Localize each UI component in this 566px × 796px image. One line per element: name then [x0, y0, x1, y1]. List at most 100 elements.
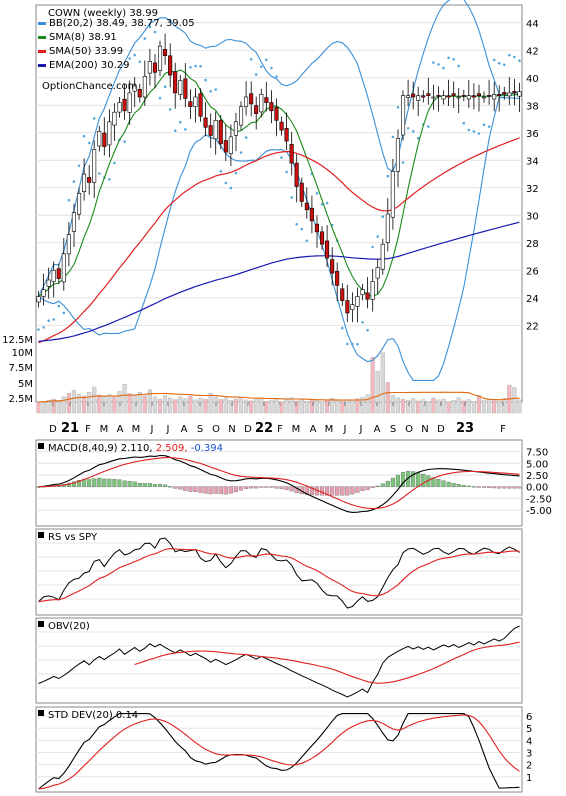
sar-dot	[452, 58, 456, 61]
macd-histogram-bar	[512, 486, 517, 489]
volume-bar	[314, 400, 319, 414]
sar-dot	[467, 128, 471, 132]
x-tick-label: F	[85, 424, 91, 435]
sar-dot	[143, 37, 147, 40]
candle-body	[208, 125, 213, 136]
macd-histogram-bar	[395, 474, 400, 487]
sar-dot	[503, 63, 506, 67]
price-tick-label: 38	[526, 101, 539, 112]
volume-tick-label: 10M	[12, 348, 33, 359]
candle-body	[82, 173, 87, 193]
obv-average-line	[134, 641, 520, 684]
candle-body	[446, 95, 451, 98]
candle-body	[142, 76, 147, 98]
volume-bar	[299, 398, 304, 414]
x-tick-label: D	[437, 424, 445, 435]
candle-body	[71, 212, 76, 232]
x-tick-label: 22	[255, 421, 273, 436]
macd-histogram-bar	[466, 485, 471, 487]
macd-tick-label: 2.50	[526, 471, 548, 482]
volume-bar	[289, 397, 294, 414]
candle-body	[431, 96, 436, 99]
legend-swatch	[38, 621, 44, 627]
volume-bar	[61, 396, 66, 414]
volume-bar	[193, 399, 198, 414]
volume-bar	[274, 398, 279, 414]
macd-histogram-bar	[157, 483, 163, 487]
candle-body	[289, 144, 294, 164]
volume-bar	[269, 400, 274, 414]
sar-dot	[254, 73, 258, 76]
candle-body	[517, 91, 522, 97]
volume-bar	[441, 398, 446, 414]
sar-dot	[305, 239, 309, 243]
price-tick-label: 40	[526, 74, 539, 85]
volume-bar	[375, 370, 380, 414]
macd-histogram-bar	[107, 478, 112, 487]
volume-bar	[466, 399, 471, 414]
volume-bar	[122, 384, 127, 414]
volume-bar	[426, 401, 431, 414]
macd-histogram-bar	[390, 477, 395, 487]
sar-dot	[442, 66, 445, 70]
sar-dot	[391, 135, 395, 139]
x-tick-label: A	[310, 424, 317, 435]
macd-histogram-bar	[502, 486, 507, 489]
volume-bar	[461, 400, 466, 414]
x-tick-label: A	[117, 424, 124, 435]
sar-dot	[239, 151, 243, 154]
stddev-tick-label: 3	[526, 749, 532, 760]
sar-dot	[204, 78, 207, 82]
candle-body	[355, 296, 360, 307]
macd-histogram-bar	[233, 486, 238, 493]
volume-bar	[517, 399, 522, 414]
candle-body	[456, 96, 461, 99]
macd-histogram-bar	[350, 486, 355, 495]
candle-body	[56, 268, 61, 279]
macd-histogram-bar	[416, 472, 421, 487]
macd-histogram-bar	[198, 486, 203, 493]
sar-dot	[497, 62, 501, 65]
x-tick-label: O	[212, 424, 220, 435]
volume-bar	[370, 357, 375, 414]
sar-dot	[381, 215, 385, 218]
sar-dot	[487, 125, 491, 128]
volume-bar	[152, 396, 157, 414]
volume-bar	[203, 398, 208, 414]
x-tick-label: N	[421, 424, 428, 435]
volume-bar	[127, 393, 132, 414]
macd-histogram-bar	[456, 484, 461, 487]
candle-body	[426, 93, 431, 96]
candle-body	[178, 80, 183, 95]
volume-bar	[395, 397, 400, 414]
macd-histogram-bar	[173, 486, 178, 489]
volume-bar	[436, 399, 441, 414]
candle-body	[117, 102, 122, 113]
candle-body	[340, 288, 345, 301]
sar-dot	[356, 342, 359, 346]
x-tick-label: S	[197, 424, 203, 435]
candle-body	[507, 92, 512, 97]
candle-body	[416, 95, 421, 101]
macd-histogram-bar	[188, 486, 193, 492]
sar-dot	[67, 198, 71, 202]
legend-swatch	[38, 36, 46, 39]
macd-histogram-bar	[259, 486, 264, 488]
candle-body	[173, 71, 178, 94]
candle-body	[46, 279, 51, 287]
rs-average-line	[38, 548, 520, 603]
volume-bar	[142, 395, 147, 414]
volume-bar	[487, 398, 492, 414]
sar-dot	[133, 53, 136, 57]
volume-bar	[481, 400, 487, 414]
candle-body	[163, 49, 168, 57]
sar-dot	[416, 136, 420, 140]
macd-histogram-bar	[92, 478, 97, 487]
candle-body	[228, 136, 233, 154]
sar-dot	[411, 130, 415, 133]
volume-bar	[309, 399, 314, 414]
volume-bar	[243, 399, 249, 414]
macd-histogram-bar	[279, 486, 284, 490]
macd-histogram-bar	[137, 482, 142, 487]
volume-bar	[107, 394, 112, 414]
